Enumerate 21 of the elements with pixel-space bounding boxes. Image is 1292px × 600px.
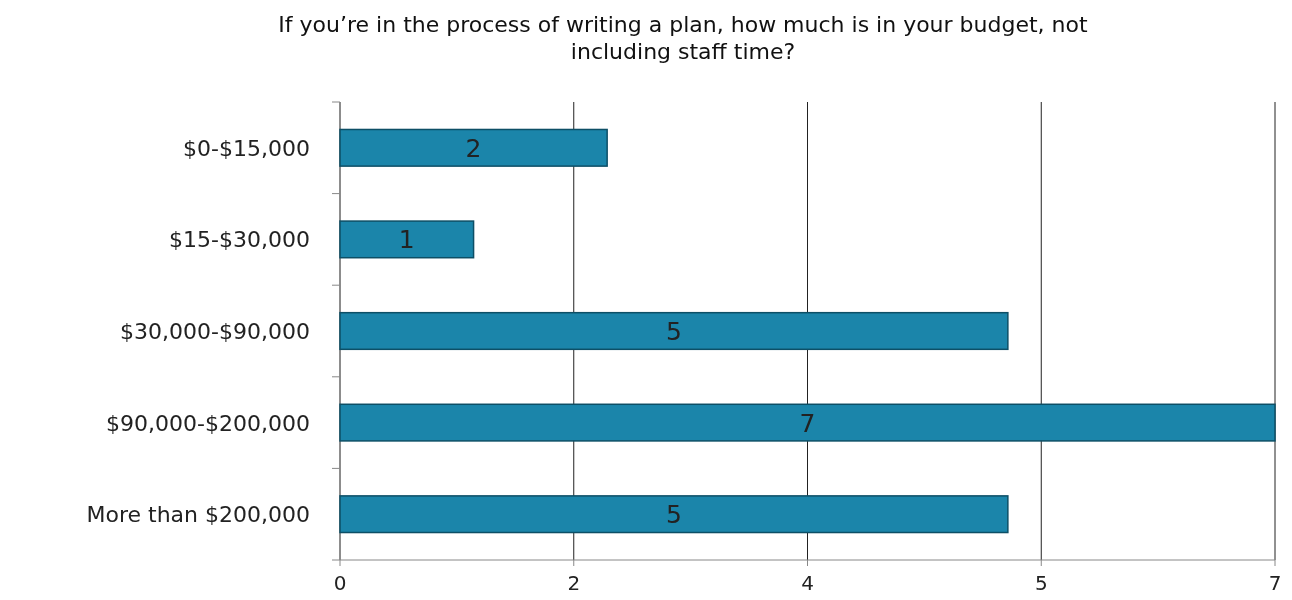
data-label: 5 bbox=[665, 317, 682, 346]
x-tick-label: 2 bbox=[567, 571, 581, 595]
y-tick-label: More than $200,000 bbox=[86, 502, 310, 528]
bar bbox=[339, 495, 1009, 534]
data-label: 2 bbox=[465, 133, 482, 163]
y-tick-label: $90,000-$200,000 bbox=[106, 410, 310, 436]
chart-title: If you’re in the process of writing a plan, how much is in your budget, not including staff time? bbox=[278, 12, 1088, 64]
data-label: 1 bbox=[398, 225, 415, 255]
x-tick-label: 5 bbox=[1034, 571, 1048, 595]
y-tick-label: $15-$30,000 bbox=[169, 227, 310, 253]
x-tick-label: 0 bbox=[333, 571, 347, 595]
bar bbox=[339, 220, 475, 259]
bar bbox=[339, 403, 1276, 442]
y-tick-label: $0-$15,000 bbox=[183, 135, 310, 161]
data-label: 7 bbox=[799, 408, 816, 438]
data-label: 5 bbox=[665, 500, 682, 530]
bar bbox=[339, 128, 608, 167]
x-tick-label: 7 bbox=[1268, 571, 1282, 595]
bar bbox=[339, 311, 1009, 351]
y-tick-label: $30,000-$90,000 bbox=[120, 319, 310, 344]
x-tick-label: 4 bbox=[801, 571, 814, 595]
